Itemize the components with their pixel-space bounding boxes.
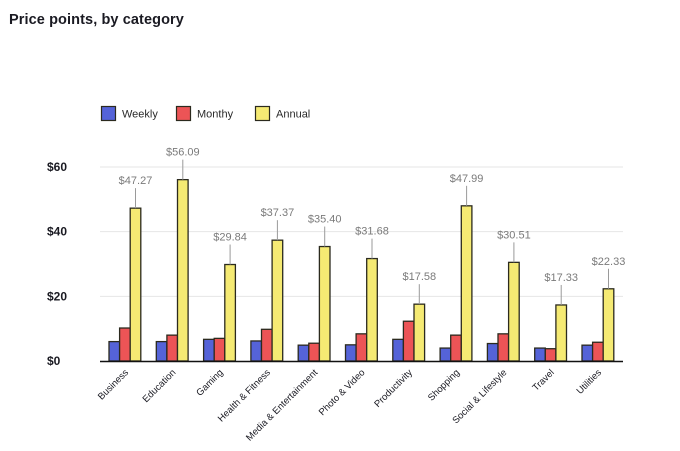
bar-weekly	[297, 344, 310, 362]
bar-group	[297, 245, 331, 362]
bar-annual	[555, 304, 568, 362]
bar-annual	[460, 205, 473, 362]
x-tick-label: Gaming	[194, 367, 225, 398]
data-label: $47.99	[450, 173, 484, 185]
bar-weekly	[581, 344, 594, 362]
y-axis-ticks: $0 $20 $40 $60	[47, 160, 67, 368]
y-tick-label: $40	[47, 225, 67, 239]
legend-swatch-weekly	[100, 105, 117, 122]
bar-group	[581, 288, 615, 362]
data-label: $56.09	[166, 147, 200, 159]
bar-monthy	[166, 334, 179, 362]
x-tick-label: Utilities	[575, 367, 605, 397]
x-tick-label: Shopping	[426, 367, 462, 403]
x-tick-label: Photo & Video	[317, 367, 368, 418]
bar-weekly	[155, 340, 168, 362]
bar-annual	[413, 303, 426, 362]
bar-monthy	[402, 320, 415, 362]
legend-item-monthy: Monthy	[175, 105, 234, 122]
bar-annual	[271, 239, 284, 362]
bar-monthy	[591, 341, 604, 362]
data-label: $47.27	[119, 175, 153, 187]
bar-annual	[318, 245, 331, 362]
legend: Weekly Monthy Annual	[100, 105, 310, 122]
y-tick-label: $60	[47, 160, 67, 174]
bar-weekly	[439, 347, 452, 362]
y-tick-label: $0	[47, 354, 61, 368]
bar-weekly	[392, 338, 405, 362]
bar-weekly	[534, 347, 546, 362]
bar-monthy	[544, 348, 557, 362]
data-label: $29.84	[213, 232, 247, 244]
bar-group	[250, 239, 284, 362]
x-tick-label: Business	[96, 367, 131, 402]
bar-group	[392, 303, 426, 362]
bar-weekly	[344, 344, 357, 362]
bar-group	[108, 207, 142, 362]
bar-monthy	[260, 328, 273, 362]
bar-annual	[129, 207, 142, 362]
x-tick-label: Productivity	[372, 367, 415, 410]
legend-swatch-annual	[254, 105, 271, 122]
bar-monthy	[497, 333, 510, 362]
bar-monthy	[118, 327, 131, 362]
bar-group	[155, 178, 189, 362]
bar-group	[534, 304, 568, 362]
bar-group	[486, 261, 520, 362]
data-label: $30.51	[497, 229, 531, 241]
legend-item-weekly: Weekly	[100, 105, 158, 122]
legend-label: Weekly	[122, 109, 158, 121]
bar-annual	[176, 178, 189, 362]
y-tick-label: $20	[47, 289, 67, 303]
bar-group	[344, 257, 378, 362]
bar-annual	[224, 263, 237, 362]
legend-label: Annual	[276, 109, 310, 121]
legend-swatch-monthy	[175, 105, 192, 122]
data-label: $17.58	[402, 271, 436, 283]
bar-group	[202, 263, 237, 362]
bar-monthy	[355, 333, 368, 362]
bar-weekly	[202, 338, 215, 362]
x-tick-label: Travel	[531, 367, 557, 393]
bar-monthy	[308, 342, 321, 362]
bar-monthy	[213, 337, 226, 362]
data-label: $17.33	[544, 272, 578, 284]
bar-annual	[602, 288, 615, 362]
legend-item-annual: Annual	[254, 105, 310, 122]
bar-group	[439, 205, 473, 362]
data-label: $37.37	[261, 207, 295, 219]
data-label: $22.33	[592, 256, 626, 268]
chart-title: Price points, by category	[9, 12, 184, 28]
data-label: $31.68	[355, 226, 389, 238]
data-labels: $47.27 $56.09 $29.84 $37.37 $35.40 $31.68 $17.…	[119, 147, 626, 305]
legend-label: Monthy	[197, 109, 234, 121]
bar-weekly	[250, 340, 263, 362]
data-label: $35.40	[308, 214, 342, 226]
bar-monthy	[450, 334, 462, 362]
bar-weekly	[486, 342, 499, 362]
x-tick-label: Education	[141, 367, 179, 405]
bar-annual	[366, 257, 378, 362]
bar-annual	[507, 261, 520, 362]
bars	[108, 178, 615, 362]
bar-weekly	[108, 340, 121, 362]
